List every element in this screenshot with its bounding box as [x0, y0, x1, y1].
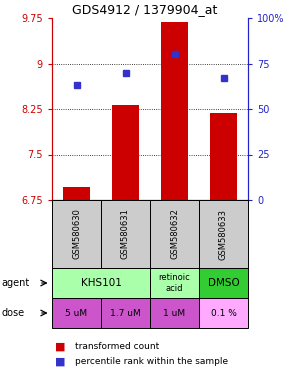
- Bar: [52, 298, 101, 328]
- Bar: [161, 22, 188, 200]
- Bar: [150, 298, 199, 328]
- Bar: [101, 298, 150, 328]
- Bar: [150, 268, 199, 298]
- Text: 1.7 uM: 1.7 uM: [110, 308, 141, 318]
- Bar: [112, 105, 139, 200]
- Text: percentile rank within the sample: percentile rank within the sample: [75, 357, 228, 366]
- Text: retinoic
acid: retinoic acid: [159, 273, 190, 293]
- Bar: [199, 200, 248, 268]
- Bar: [52, 268, 150, 298]
- Text: transformed count: transformed count: [75, 342, 160, 351]
- Text: 1 uM: 1 uM: [164, 308, 186, 318]
- Bar: [199, 298, 248, 328]
- Text: GSM580632: GSM580632: [170, 209, 179, 260]
- Text: GDS4912 / 1379904_at: GDS4912 / 1379904_at: [72, 3, 218, 16]
- Bar: [199, 268, 248, 298]
- Text: dose: dose: [1, 308, 25, 318]
- Text: GSM580631: GSM580631: [121, 209, 130, 260]
- Text: KHS101: KHS101: [81, 278, 122, 288]
- Text: 5 uM: 5 uM: [66, 308, 88, 318]
- Text: GSM580633: GSM580633: [219, 209, 228, 260]
- Bar: [52, 200, 101, 268]
- Text: GSM580630: GSM580630: [72, 209, 81, 260]
- Text: DMSO: DMSO: [208, 278, 239, 288]
- Text: agent: agent: [1, 278, 30, 288]
- Bar: [101, 200, 150, 268]
- Bar: [150, 200, 199, 268]
- Text: 0.1 %: 0.1 %: [211, 308, 236, 318]
- Bar: [63, 187, 90, 200]
- Text: ■: ■: [55, 357, 66, 367]
- Bar: [210, 113, 237, 200]
- Text: ■: ■: [55, 342, 66, 352]
